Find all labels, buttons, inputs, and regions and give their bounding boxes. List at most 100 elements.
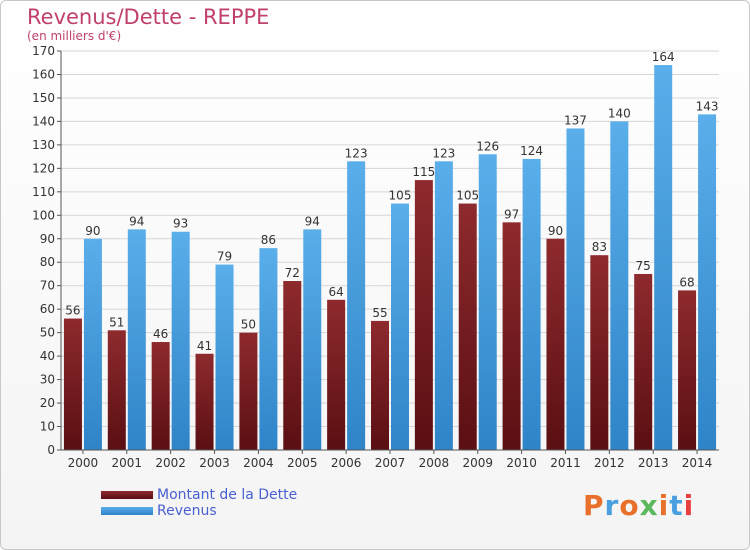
logo-letter: o [619,489,640,522]
data-label: 79 [217,250,232,264]
x-axis: 2000 2001 2002 2003 2004 2005 2006 2007 2008 2009… [61,449,719,470]
data-label: 90 [85,224,100,238]
y-tick-label: 60 [40,302,55,316]
data-label: 41 [197,339,212,353]
y-tick-label: 120 [32,161,55,175]
revenus-bar [259,248,278,450]
dette-bar [458,203,477,450]
revenus-bar [347,161,366,450]
data-label: 97 [504,207,519,221]
dette-bar [634,273,653,450]
data-label: 51 [109,315,124,329]
data-label: 72 [285,266,300,280]
y-tick-label: 40 [40,349,55,363]
y-tick-label: 150 [32,91,55,105]
legend-swatch-revenus [101,507,153,515]
data-label: 64 [328,285,343,299]
revenus-bar [83,238,102,450]
data-label: 50 [241,318,256,332]
x-tick-label: 2011 [550,456,581,470]
revenus-bar [610,121,629,450]
legend-item-revenus: Revenus [101,503,297,519]
chart-title: Revenus/Dette - REPPE [27,5,270,29]
legend: Montant de la Dette Revenus [101,487,297,519]
data-label: 164 [652,50,675,64]
revenus-bar [698,114,717,450]
dette-bar [327,299,346,450]
x-tick-label: 2008 [419,456,450,470]
y-tick-label: 20 [40,396,55,410]
data-label: 93 [173,217,188,231]
dette-bar [502,222,521,450]
x-tick-label: 2004 [243,456,274,470]
revenus-bar [171,231,190,450]
x-tick-label: 2013 [638,456,669,470]
revenus-bar [654,65,673,451]
y-tick-label: 0 [47,443,55,457]
dette-bar [239,332,258,450]
proxiti-logo: Proxiti [583,489,694,522]
logo-letter: x [639,489,659,522]
y-tick-label: 110 [32,185,55,199]
y-tick-label: 10 [40,420,55,434]
data-label: 137 [564,113,587,127]
logo-letter: i [683,489,695,522]
revenus-bar [391,203,409,450]
revenus-bar [215,264,234,450]
data-label: 46 [153,327,168,341]
dette-bar [107,330,126,450]
data-label: 123 [345,146,368,160]
y-tick-label: 30 [40,373,55,387]
logo-letter: i [658,489,670,522]
y-tick-label: 170 [32,44,55,58]
y-tick-label: 130 [32,138,55,152]
y-tick-label: 160 [32,67,55,81]
y-tick-label: 70 [40,279,55,293]
revenus-bar [303,229,322,450]
chart-subtitle: (en milliers d'€) [27,29,122,43]
data-label: 105 [389,189,412,203]
revenus-bar [522,158,541,450]
x-tick-label: 2005 [287,456,318,470]
legend-label-dette: Montant de la Dette [157,487,298,503]
data-label: 56 [65,304,80,318]
x-tick-label: 2003 [199,456,230,470]
dette-bar [590,255,609,450]
y-tick-label: 140 [32,114,55,128]
dette-bar [371,320,389,450]
legend-label-revenus: Revenus [157,503,217,519]
y-tick-label: 100 [32,208,55,222]
y-axis: 0 10 20 30 40 50 60 70 80 90 100 110 120 130 140 150 160… [32,44,62,457]
data-label: 68 [679,275,694,289]
dette-bar [195,353,214,450]
x-tick-label: 2012 [594,456,625,470]
data-label: 140 [608,106,631,120]
dette-bar [546,238,565,450]
data-label: 123 [432,146,455,160]
y-tick-label: 90 [40,232,55,246]
data-label: 126 [476,139,499,153]
y-tick-label: 80 [40,255,55,269]
data-label: 75 [636,259,651,273]
x-tick-label: 2006 [331,456,362,470]
revenus-bar [566,128,585,450]
data-label: 86 [261,233,276,247]
revenus-bar [478,154,497,451]
data-label: 94 [305,214,320,228]
data-label: 94 [129,214,144,228]
legend-item-dette: Montant de la Dette [101,487,297,503]
logo-letter: P [583,489,605,522]
x-tick-label: 2007 [375,456,406,470]
dette-bar [678,290,697,450]
x-tick-label: 2010 [506,456,537,470]
x-tick-label: 2009 [462,456,493,470]
data-label: 124 [520,144,543,158]
x-tick-label: 2001 [112,456,143,470]
x-tick-label: 2000 [68,456,99,470]
data-label: 115 [412,165,435,179]
dette-bar [63,318,82,450]
data-label: 55 [372,306,387,320]
